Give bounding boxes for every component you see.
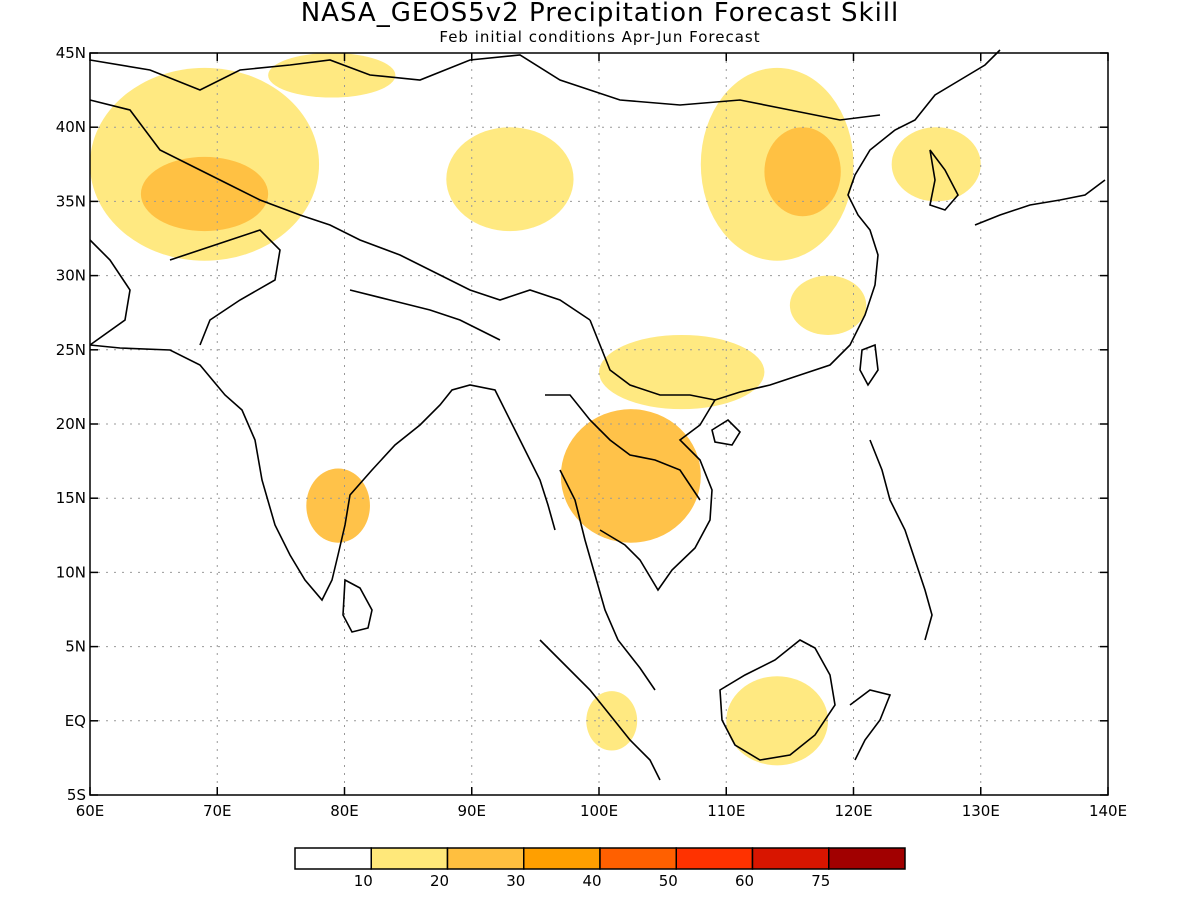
colorbar-label: 30 <box>506 872 525 890</box>
coastline-india <box>89 344 556 602</box>
colorbar-label: 40 <box>582 872 601 890</box>
border-nepal-bhutan <box>349 289 501 341</box>
lat-label: 5N <box>65 638 86 656</box>
coastline-malay-peninsula <box>559 469 656 691</box>
lat-label: 15N <box>56 489 86 507</box>
colorbar-swatch <box>294 847 372 870</box>
coastline-borneo <box>719 639 836 761</box>
colorbar-swatch <box>599 847 677 870</box>
lat-label: 5S <box>67 786 86 804</box>
colorbar-swatch <box>370 847 449 870</box>
colorbar-swatch <box>675 847 754 870</box>
colorbar-swatch <box>446 847 525 870</box>
colorbar-label: 75 <box>811 872 830 890</box>
border-mainland-se <box>545 394 701 501</box>
latitude-labels: 45N 40N 35N 30N 25N 20N 15N 10N 5N EQ 5S <box>56 44 86 804</box>
skill-region-indochina <box>560 409 701 543</box>
colorbar-swatch <box>523 847 601 870</box>
coastline-japan <box>974 179 1106 226</box>
lat-label: 20N <box>56 415 86 433</box>
colorbar-label: 10 <box>354 872 373 890</box>
axes <box>89 52 1109 796</box>
border-pakistan <box>169 229 281 346</box>
skill-shading-layer <box>89 53 981 766</box>
lat-label: 35N <box>56 192 86 210</box>
longitude-labels: 60E 70E 80E 90E 100E 110E 120E 130E 140E <box>76 802 1127 820</box>
skill-region-borneo <box>726 676 829 766</box>
lon-label: 60E <box>76 802 105 820</box>
coastline-hainan <box>711 418 742 446</box>
coastline-indochina <box>599 399 716 592</box>
lon-label: 70E <box>203 802 232 820</box>
lon-label: 90E <box>457 802 486 820</box>
colorbar-label: 60 <box>735 872 754 890</box>
skill-region-yangtze <box>789 275 867 335</box>
chart-title: NASA_GEOS5v2 Precipitation Forecast Skil… <box>300 0 900 28</box>
coastline-china <box>714 49 1001 401</box>
lat-label: 25N <box>56 341 86 359</box>
coastline-philippines <box>869 439 933 641</box>
chart-subtitle: Feb initial conditions Apr-Jun Forecast <box>439 28 761 46</box>
coastline-korea <box>929 149 959 211</box>
border-china-south <box>589 319 716 401</box>
skill-region-afghanistan <box>140 156 269 232</box>
colorbar-swatch <box>751 847 830 870</box>
lon-label: 130E <box>962 802 1000 820</box>
skill-region-north-china-core <box>764 127 841 217</box>
skill-region-south-china <box>599 334 765 410</box>
coastline-sulawesi <box>849 689 892 761</box>
colorbar: 10 20 30 40 50 60 75 <box>294 847 906 890</box>
lat-label: 40N <box>56 118 86 136</box>
colorbar-swatch <box>828 847 906 870</box>
lat-label: 45N <box>56 44 86 62</box>
coastline-sumatra <box>539 639 661 781</box>
skill-region-korea <box>891 127 981 202</box>
lon-label: 120E <box>834 802 872 820</box>
coastline-sri-lanka <box>342 578 373 633</box>
border-west <box>89 239 131 346</box>
coastline-taiwan <box>859 343 879 387</box>
colorbar-label: 20 <box>430 872 449 890</box>
border-north <box>89 54 881 121</box>
colorbar-label: 50 <box>659 872 678 890</box>
lon-label: 140E <box>1089 802 1127 820</box>
lat-label: 10N <box>56 563 86 581</box>
lon-label: 110E <box>707 802 745 820</box>
skill-region-east-india <box>306 468 370 543</box>
lon-label: 80E <box>330 802 359 820</box>
lat-label: 30N <box>56 267 86 285</box>
lat-label: EQ <box>65 712 86 730</box>
border-central-asia <box>89 99 591 321</box>
coastlines <box>89 49 1106 781</box>
skill-region-tibet <box>446 127 574 232</box>
lon-label: 100E <box>580 802 618 820</box>
